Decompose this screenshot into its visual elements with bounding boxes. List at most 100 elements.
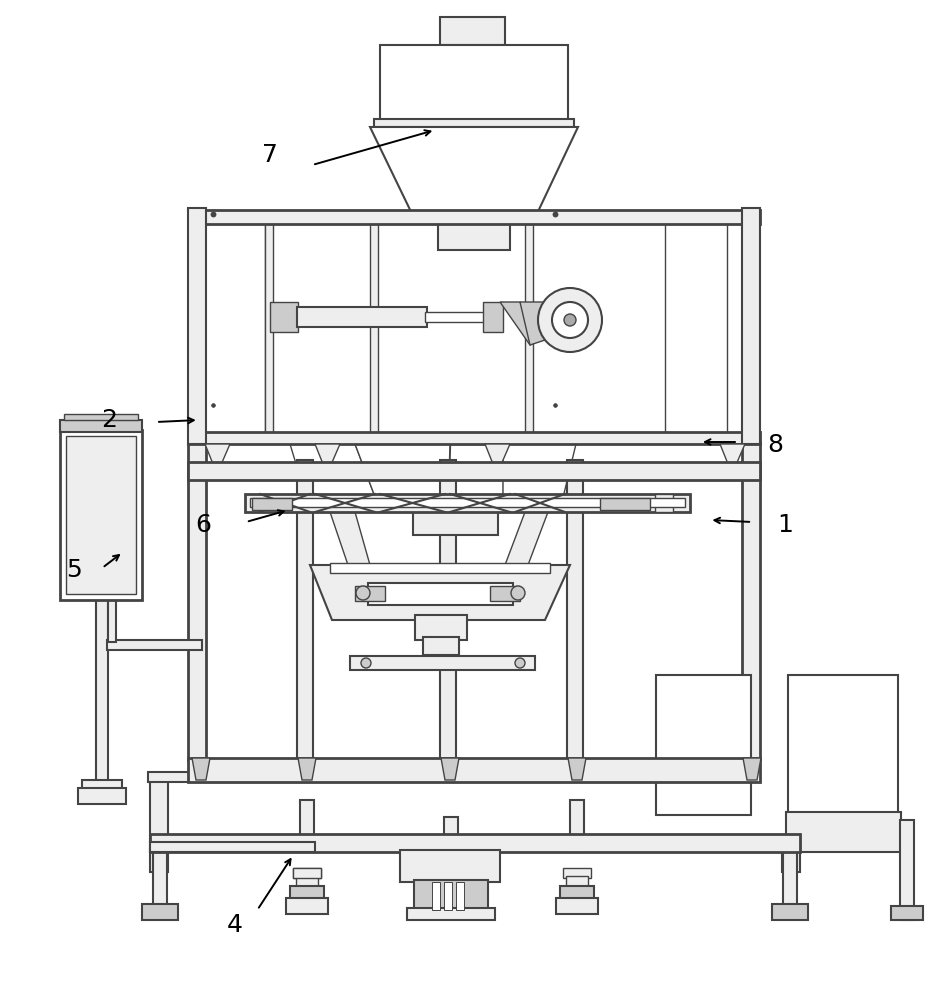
Bar: [148, 772, 313, 782]
Bar: [772, 904, 808, 920]
Bar: [407, 908, 495, 920]
Bar: [107, 640, 202, 650]
Bar: [444, 817, 458, 852]
Bar: [150, 834, 800, 852]
Bar: [108, 600, 116, 642]
Bar: [665, 220, 727, 440]
Text: 8: 8: [768, 433, 783, 457]
Polygon shape: [205, 444, 230, 474]
Bar: [60, 430, 142, 600]
Polygon shape: [290, 444, 380, 510]
Bar: [64, 414, 138, 420]
Bar: [96, 597, 108, 782]
Bar: [444, 882, 452, 910]
Polygon shape: [503, 444, 576, 510]
Bar: [290, 886, 324, 900]
Bar: [432, 882, 440, 910]
Bar: [440, 17, 505, 45]
Bar: [82, 780, 122, 790]
Bar: [188, 462, 760, 480]
Bar: [252, 498, 292, 510]
Bar: [355, 586, 385, 601]
Polygon shape: [485, 444, 510, 474]
Bar: [330, 563, 550, 573]
Bar: [245, 494, 690, 512]
Bar: [188, 208, 206, 444]
Bar: [150, 850, 168, 872]
Circle shape: [564, 314, 576, 326]
Polygon shape: [743, 758, 761, 780]
Bar: [900, 820, 914, 920]
Bar: [380, 45, 568, 120]
Circle shape: [515, 658, 525, 668]
Bar: [567, 460, 583, 760]
Bar: [655, 494, 673, 512]
Bar: [188, 210, 760, 224]
Bar: [195, 220, 265, 440]
Bar: [142, 904, 178, 920]
Text: 1: 1: [778, 513, 793, 537]
Bar: [293, 868, 321, 878]
Bar: [400, 850, 500, 882]
Bar: [742, 442, 760, 760]
Bar: [368, 583, 513, 605]
Bar: [250, 498, 685, 507]
Bar: [525, 220, 533, 440]
Polygon shape: [355, 444, 450, 510]
Bar: [438, 218, 510, 250]
Bar: [66, 436, 136, 594]
Polygon shape: [568, 758, 586, 780]
Bar: [563, 868, 591, 878]
Polygon shape: [370, 127, 578, 220]
Bar: [483, 302, 503, 332]
Bar: [195, 220, 750, 440]
Bar: [560, 886, 594, 900]
Bar: [270, 302, 298, 332]
Bar: [78, 788, 126, 804]
Polygon shape: [448, 444, 503, 510]
Polygon shape: [330, 512, 370, 565]
Circle shape: [538, 288, 602, 352]
Bar: [188, 442, 206, 760]
Bar: [891, 906, 923, 920]
Bar: [188, 432, 760, 444]
Bar: [490, 586, 520, 601]
Polygon shape: [500, 302, 540, 345]
Bar: [566, 876, 588, 888]
Circle shape: [361, 658, 371, 668]
Polygon shape: [298, 758, 316, 780]
Bar: [742, 208, 760, 444]
Polygon shape: [441, 758, 459, 780]
Polygon shape: [720, 444, 745, 474]
Circle shape: [356, 586, 370, 600]
Bar: [656, 675, 751, 815]
Polygon shape: [520, 302, 545, 345]
Bar: [413, 507, 498, 535]
Bar: [370, 220, 378, 440]
Bar: [788, 675, 898, 815]
Bar: [600, 498, 650, 510]
Bar: [286, 898, 328, 914]
Polygon shape: [505, 512, 548, 565]
Text: 5: 5: [66, 558, 81, 582]
Text: 7: 7: [262, 143, 277, 167]
Bar: [296, 876, 318, 888]
Bar: [786, 812, 901, 852]
Bar: [188, 758, 760, 782]
Bar: [783, 850, 797, 905]
Bar: [456, 882, 464, 910]
Bar: [556, 898, 598, 914]
Bar: [425, 312, 485, 322]
Bar: [350, 656, 535, 670]
Circle shape: [552, 302, 588, 338]
Circle shape: [511, 586, 525, 600]
Bar: [414, 880, 488, 910]
Bar: [423, 637, 459, 655]
Polygon shape: [310, 565, 570, 620]
Bar: [153, 850, 167, 905]
Bar: [300, 800, 314, 852]
Polygon shape: [192, 758, 210, 780]
Bar: [297, 307, 427, 327]
Bar: [415, 615, 467, 640]
Text: 2: 2: [101, 408, 116, 432]
